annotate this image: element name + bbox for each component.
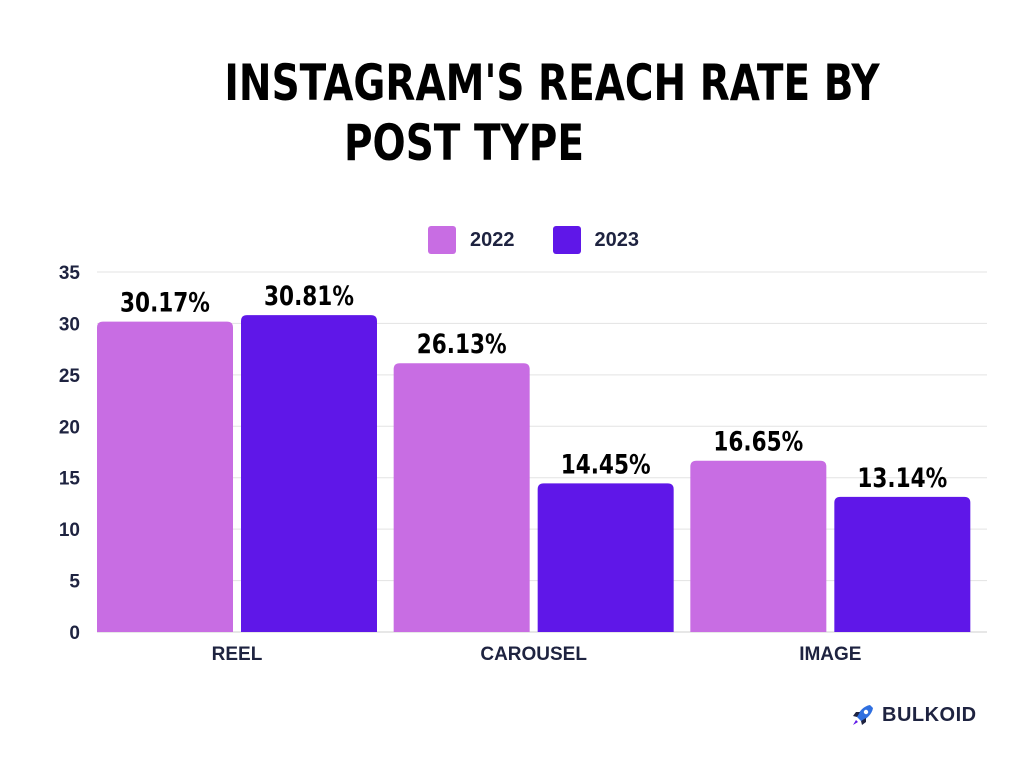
bar-carousel-2023 (537, 483, 674, 632)
bar-carousel-2022 (393, 363, 530, 632)
y-tick-label: 30 (59, 314, 80, 335)
bar-reel-2022 (97, 321, 233, 632)
legend-item-2023: 2023 (552, 226, 640, 254)
chart-legend: 2022 2023 (428, 226, 677, 254)
data-label: 30.81% (264, 280, 354, 312)
legend-swatch-2023 (552, 226, 581, 254)
y-tick-label: 5 (69, 572, 80, 593)
y-tick-label: 25 (59, 366, 81, 387)
legend-label-2022: 2022 (470, 228, 515, 251)
y-tick-label: 0 (69, 623, 80, 644)
data-label: 13.14% (857, 461, 947, 493)
brand-logo: BULKOID (850, 702, 977, 728)
y-tick-label: 20 (59, 417, 80, 438)
chart-title-line-2: POST TYPE (343, 114, 585, 172)
data-label: 14.45% (561, 448, 651, 480)
bar-image-2022 (690, 460, 827, 632)
data-label: 16.65% (713, 425, 803, 457)
data-label: 26.13% (417, 328, 507, 360)
rocket-icon (853, 705, 873, 725)
chart-title-line-1: INSTAGRAM'S REACH RATE BY (224, 54, 880, 112)
x-tick-label: IMAGE (799, 644, 861, 665)
y-tick-label: 10 (59, 520, 80, 541)
y-tick-label: 35 (59, 263, 81, 284)
legend-label-2023: 2023 (594, 228, 640, 251)
bar-reel-2023 (241, 315, 377, 632)
legend-item-2022: 2022 (428, 226, 515, 254)
bar-image-2023 (834, 496, 971, 632)
brand-name: BULKOID (882, 703, 977, 726)
data-label: 30.17% (120, 286, 210, 318)
legend-swatch-2022 (428, 226, 456, 254)
x-tick-label: REEL (212, 644, 263, 665)
y-tick-label: 15 (59, 469, 81, 490)
x-tick-label: CAROUSEL (480, 644, 587, 665)
